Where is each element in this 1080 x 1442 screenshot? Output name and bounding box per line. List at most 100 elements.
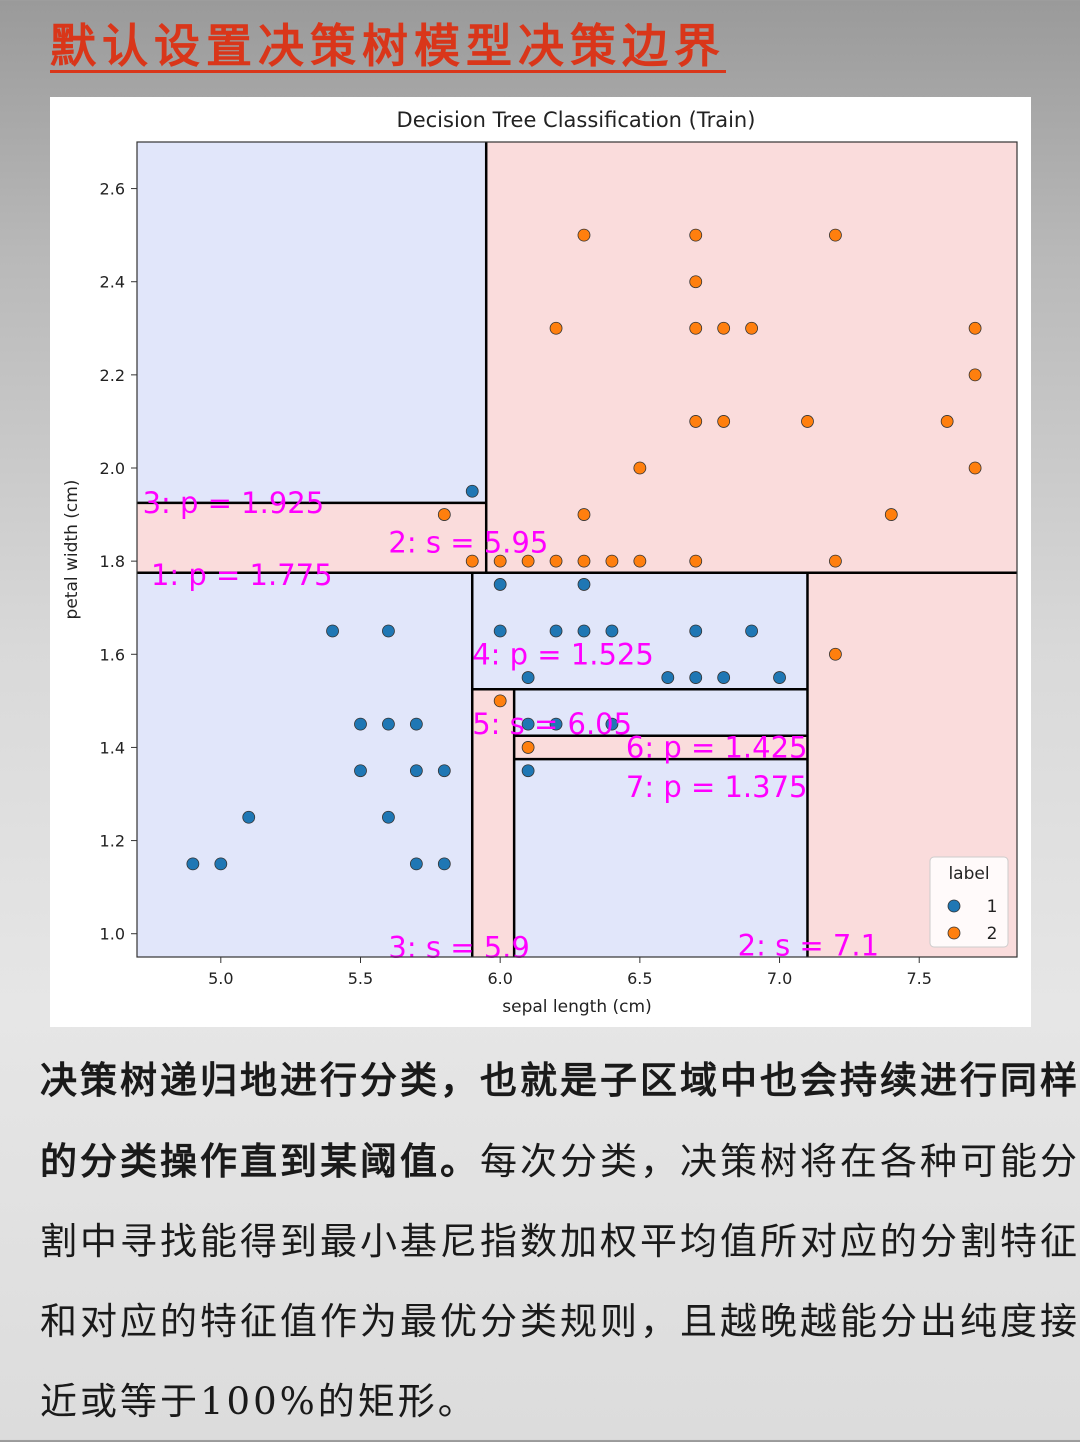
y-axis-label: petal width (cm) xyxy=(62,480,82,620)
point-class-1 xyxy=(689,671,703,684)
legend-title: label xyxy=(948,864,989,884)
body-paragraph: 决策树递归地进行分类，也就是子区域中也会持续进行同样的分类操作直到某阈值。每次分… xyxy=(0,1040,1080,1442)
chart-panel: Decision Tree Classification (Train) 3: … xyxy=(50,97,1031,1027)
x-tick-label: 5.5 xyxy=(348,969,373,988)
point-class-2 xyxy=(968,321,982,335)
region-class-2 xyxy=(137,502,487,573)
region-class-2 xyxy=(486,142,1017,573)
point-class-2 xyxy=(968,461,982,475)
decision-boundary-chart: Decision Tree Classification (Train) 3: … xyxy=(62,108,1018,1017)
point-class-2 xyxy=(689,228,703,242)
point-class-1 xyxy=(689,624,703,638)
split-annotation: 3: s = 5.9 xyxy=(388,931,529,965)
split-lines xyxy=(137,142,1017,957)
point-class-2 xyxy=(521,554,535,568)
point-class-2 xyxy=(605,554,619,568)
point-class-2 xyxy=(493,554,507,568)
y-tick-label: 1.6 xyxy=(100,645,125,664)
point-class-1 xyxy=(549,624,563,638)
point-class-1 xyxy=(549,717,563,731)
point-class-1 xyxy=(521,717,535,731)
body-text: 决策树递归地进行分类，也就是子区域中也会持续进行同样的分类操作直到某阈值。每次分… xyxy=(0,1040,1080,1442)
point-class-2 xyxy=(521,741,535,754)
point-class-2 xyxy=(633,461,647,475)
point-class-2 xyxy=(577,228,591,242)
point-class-2 xyxy=(689,321,703,335)
point-class-2 xyxy=(577,554,591,568)
point-class-1 xyxy=(605,717,619,731)
split-annotation: 2: s = 5.95 xyxy=(388,526,548,560)
y-tick-label: 2.6 xyxy=(100,180,125,199)
point-class-2 xyxy=(884,508,898,521)
y-tick-label: 1.2 xyxy=(100,832,125,851)
point-class-2 xyxy=(745,321,759,335)
point-class-1 xyxy=(409,857,423,871)
point-class-1 xyxy=(717,671,731,684)
region-class-1 xyxy=(514,759,808,957)
point-class-1 xyxy=(242,810,256,824)
point-class-1 xyxy=(577,624,591,638)
split-annotation: 4: p = 1.525 xyxy=(472,637,654,671)
point-class-2 xyxy=(549,554,563,568)
point-class-2 xyxy=(940,415,954,428)
point-class-1 xyxy=(577,578,591,591)
point-class-2 xyxy=(829,228,842,242)
point-class-2 xyxy=(829,647,842,661)
point-class-2 xyxy=(493,694,507,708)
x-tick-label: 7.5 xyxy=(906,969,931,988)
point-class-1 xyxy=(605,624,619,638)
point-class-1 xyxy=(354,717,367,731)
decision-regions xyxy=(137,142,1017,957)
region-class-1 xyxy=(137,572,473,957)
point-class-2 xyxy=(968,368,982,382)
split-annotation: 3: p = 1.925 xyxy=(143,486,325,520)
point-class-1 xyxy=(354,764,367,778)
split-annotation: 7: p = 1.375 xyxy=(626,770,808,804)
point-class-1 xyxy=(493,578,507,591)
y-tick-label: 2.0 xyxy=(100,459,125,478)
x-tick-label: 6.0 xyxy=(487,969,512,988)
point-class-2 xyxy=(633,554,647,568)
region-class-2 xyxy=(514,735,808,760)
y-tick-label: 1.8 xyxy=(100,552,125,571)
x-tick-label: 5.0 xyxy=(208,969,233,988)
region-class-1 xyxy=(514,689,808,736)
y-tick-label: 2.2 xyxy=(100,366,125,385)
point-class-2 xyxy=(549,321,563,335)
axes: 5.0 5.5 6.0 6.5 7.0 7.5 1.0 1.2 1.4 1.6 1.8 2.0 2.2 2… xyxy=(100,180,932,988)
point-class-2 xyxy=(717,415,731,428)
point-class-1 xyxy=(437,764,451,778)
point-class-1 xyxy=(409,764,423,778)
legend-label-1: 1 xyxy=(987,897,998,917)
point-class-2 xyxy=(801,415,814,428)
split-annotation: 1: p = 1.775 xyxy=(151,558,333,592)
y-tick-label: 1.0 xyxy=(100,925,125,944)
point-class-1 xyxy=(382,624,395,638)
legend-label-2: 2 xyxy=(987,924,998,944)
point-class-2 xyxy=(717,321,731,335)
legend-marker-1 xyxy=(947,899,961,913)
legend: label 1 2 xyxy=(929,856,1009,948)
point-class-1 xyxy=(521,764,535,778)
point-class-1 xyxy=(186,857,200,871)
split-annotation: 5: s = 6.05 xyxy=(472,707,632,741)
chart-title: Decision Tree Classification (Train) xyxy=(397,108,756,132)
point-class-1 xyxy=(661,671,675,684)
point-class-1 xyxy=(382,810,395,824)
point-class-2 xyxy=(437,508,451,521)
body-bold-sentence: 决策树递归地进行分类，也就是子区域中也会持续进行同样的分类操作直到某阈值。 xyxy=(40,1058,1080,1183)
point-class-2 xyxy=(829,554,842,568)
point-class-2 xyxy=(465,554,479,568)
plot-frame xyxy=(136,141,1018,958)
x-tick-label: 6.5 xyxy=(627,969,652,988)
point-class-2 xyxy=(577,508,591,521)
point-class-1 xyxy=(465,484,479,498)
point-class-2 xyxy=(689,554,703,568)
split-annotation: 6: p = 1.425 xyxy=(626,730,808,764)
legend-marker-2 xyxy=(947,926,961,940)
split-annotations: 3: p = 1.925 2: s = 5.95 1: p = 1.775 4: p … xyxy=(143,486,879,965)
point-class-1 xyxy=(521,671,535,684)
point-class-1 xyxy=(745,624,759,638)
scatter-points xyxy=(186,228,982,871)
point-class-1 xyxy=(382,717,395,731)
